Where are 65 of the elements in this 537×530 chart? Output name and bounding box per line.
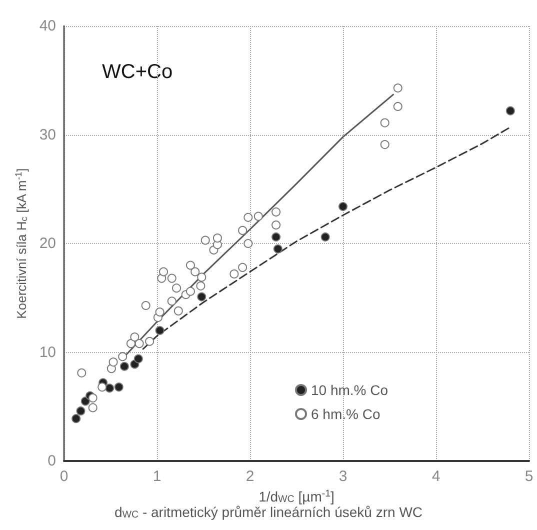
- point: [273, 244, 282, 254]
- point: [197, 272, 206, 282]
- point: [155, 326, 164, 335]
- point: [272, 232, 281, 242]
- point: [272, 207, 281, 216]
- point: [186, 286, 195, 296]
- x-tick-label: 1: [152, 468, 162, 485]
- point: [320, 232, 330, 242]
- x-tick-label: 3: [338, 468, 348, 485]
- annotation: WC+Co: [102, 61, 173, 83]
- x-tick-label: 5: [524, 468, 534, 485]
- x-tick-label: 0: [60, 468, 68, 485]
- y-axis-title: Koercitivní síla Hc [kA m-1]: [14, 168, 29, 319]
- x-tick-label: 2: [246, 468, 254, 485]
- y-tick-label: 0: [48, 452, 56, 470]
- point: [506, 106, 515, 116]
- point: [172, 284, 182, 293]
- point: [134, 354, 143, 364]
- y-tick-label: 10: [39, 344, 56, 361]
- point: [338, 202, 348, 212]
- point: [197, 292, 206, 302]
- point: [380, 140, 390, 150]
- point: [238, 226, 248, 235]
- point: [196, 281, 206, 290]
- point: [272, 220, 281, 230]
- legend-label: 6 hm.% Co: [311, 406, 380, 422]
- point: [244, 212, 253, 222]
- point: [254, 212, 263, 221]
- point: [118, 352, 128, 362]
- point: [186, 260, 195, 270]
- y-tick-label: 40: [39, 18, 56, 34]
- point: [155, 308, 164, 317]
- y-tick-label: 30: [39, 126, 56, 144]
- point: [76, 406, 86, 416]
- point: [88, 393, 98, 402]
- y-tick-label: 20: [39, 235, 56, 252]
- point: [393, 102, 402, 111]
- point: [88, 403, 98, 412]
- point: [393, 83, 402, 92]
- point: [200, 236, 210, 245]
- point: [120, 362, 129, 371]
- point: [72, 414, 81, 424]
- point: [98, 382, 107, 392]
- x-tick-label: 4: [432, 468, 440, 485]
- point: [380, 118, 390, 128]
- point: [108, 358, 118, 367]
- point: [141, 300, 150, 310]
- point: [159, 267, 168, 276]
- point: [80, 396, 90, 406]
- point: [230, 269, 239, 278]
- text: dWC - aritmetický průměr lineárních úseků zrn WC: [114, 504, 423, 520]
- point: [114, 382, 124, 392]
- point: [167, 274, 176, 283]
- point: [167, 296, 176, 306]
- point: [190, 267, 200, 276]
- point: [212, 234, 222, 243]
- point: [174, 306, 183, 316]
- point: [77, 368, 86, 378]
- legend-label: 10 hm.% Co: [311, 382, 388, 398]
- point: [244, 239, 253, 248]
- point: [134, 339, 144, 348]
- point: [130, 332, 140, 342]
- point: [238, 262, 248, 272]
- point: [105, 384, 114, 393]
- point: [145, 336, 154, 346]
